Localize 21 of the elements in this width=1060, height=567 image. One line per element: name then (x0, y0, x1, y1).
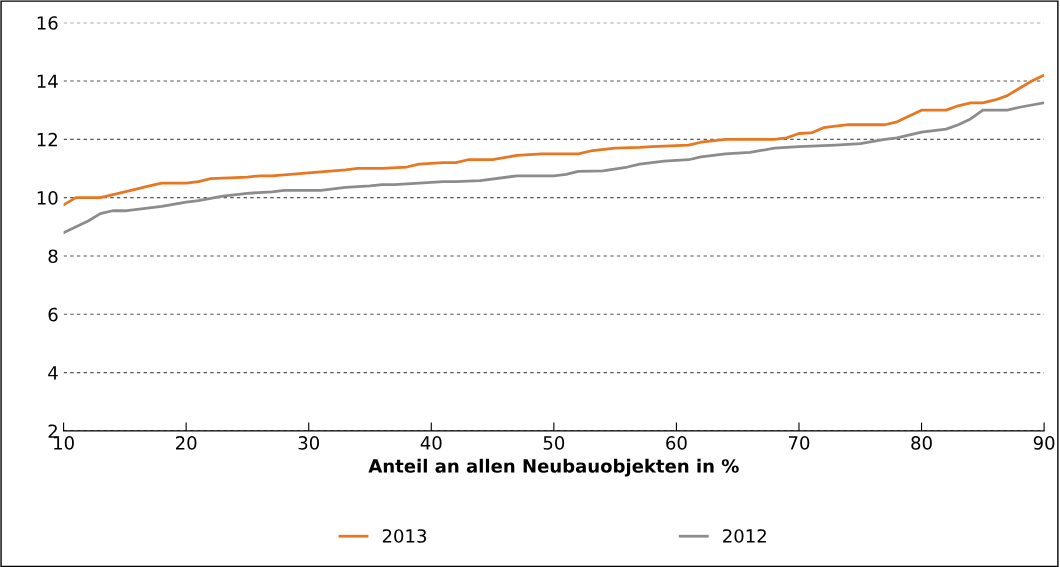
y-tick-label: 12 (37, 132, 57, 147)
x-tick-label: 20 (176, 436, 197, 450)
y-tick-label: 10 (37, 191, 58, 205)
x-axis-title: Anteil an allen Neubauobjekten in % (368, 458, 739, 477)
line-series (63, 73, 1045, 207)
y-tick-label: 2 (48, 424, 57, 438)
x-tick-label: 90 (1033, 436, 1055, 450)
x-tick-label: 50 (543, 436, 565, 450)
line-series (63, 101, 1045, 235)
y-tick-label: 16 (37, 16, 58, 30)
y-tick-label: 8 (48, 249, 58, 264)
x-tick-label: 40 (420, 436, 442, 450)
legend-label: 2012 (723, 529, 766, 543)
x-tick-label: 70 (788, 436, 810, 450)
legend-label: 2013 (382, 529, 427, 543)
x-tick-label: 80 (911, 436, 932, 450)
x-tick-label: 30 (298, 436, 320, 450)
y-tick-label: 14 (37, 74, 58, 88)
y-tick-label: 6 (48, 307, 58, 322)
y-tick-label: 4 (48, 366, 58, 380)
x-tick-label: 60 (666, 436, 687, 450)
